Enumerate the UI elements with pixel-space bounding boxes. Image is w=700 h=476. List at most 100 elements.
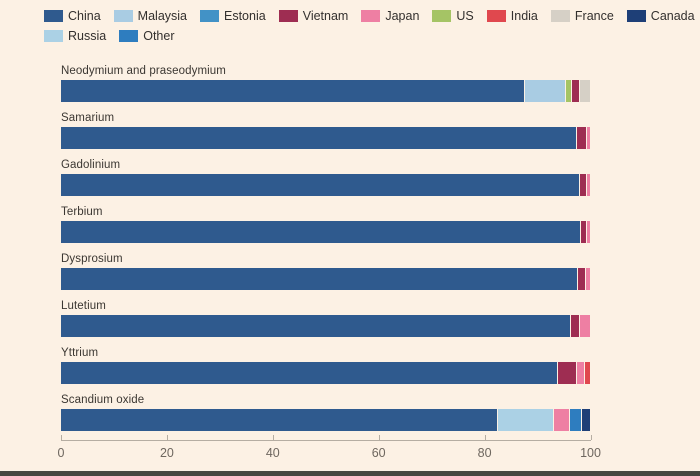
legend-item-japan: Japan (361, 9, 419, 23)
bar-segment-china (61, 221, 581, 243)
chart-legend: China Malaysia Estonia Vietnam Japan US India F… (44, 9, 695, 49)
legend-label: Canada (650, 9, 695, 23)
legend-item-malaysia: Malaysia (113, 9, 187, 23)
bar-segment-vietnam (556, 362, 576, 384)
legend-label: Russia (68, 29, 107, 43)
bar-segment-japan (579, 315, 590, 337)
legend-item-us: US (432, 9, 474, 23)
legend-label: US (456, 9, 474, 23)
bar-segment-france (578, 80, 590, 102)
legend-label: Vietnam (302, 9, 349, 23)
legend-label: France (574, 9, 614, 23)
legend-row: China Malaysia Estonia Vietnam Japan US India F… (44, 9, 695, 23)
legend-swatch-russia (44, 30, 63, 42)
bar-segment-china (61, 127, 576, 149)
bar-label: Lutetium (61, 300, 106, 312)
bar-segment-malaysia (523, 80, 566, 102)
bar-row: Yttrium (61, 347, 590, 394)
legend-swatch-us (432, 10, 452, 22)
legend-item-vietnam: Vietnam (278, 9, 349, 23)
stacked-bar (61, 221, 590, 243)
bar-segment-canada (580, 409, 590, 431)
legend-row: Russia Other (44, 29, 644, 43)
axis-tick-label: 60 (371, 446, 386, 460)
stacked-bar (61, 80, 590, 102)
stacked-bar (61, 268, 590, 290)
bar-segment-china (61, 362, 557, 384)
bar-label: Neodymium and praseodymium (61, 65, 226, 77)
axis-tick (272, 435, 274, 440)
axis-tick (484, 435, 486, 440)
bar-label: Samarium (61, 112, 115, 124)
x-axis-line (61, 440, 591, 441)
bar-segment-us (565, 80, 572, 102)
bar-segment-russia (496, 409, 553, 431)
bar-segment-japan (585, 174, 590, 196)
bottom-divider (0, 471, 700, 476)
bar-segment-vietnam (569, 315, 580, 337)
bar-segment-vietnam (580, 221, 587, 243)
bar-row: Terbium (61, 206, 590, 253)
stacked-bar (61, 362, 590, 384)
stacked-bar (61, 174, 590, 196)
bar-segment-india (584, 362, 590, 384)
bar-segment-china (61, 268, 578, 290)
stacked-bar (61, 409, 590, 431)
axis-tick-label: 100 (580, 446, 601, 460)
stacked-bar (61, 315, 590, 337)
legend-label: Estonia (224, 9, 266, 23)
bar-segment-japan (575, 362, 585, 384)
legend-swatch-china (44, 10, 63, 22)
bar-segment-china (61, 315, 570, 337)
bar-row: Dysprosium (61, 253, 590, 300)
axis-tick (378, 435, 380, 440)
bar-row: Lutetium (61, 300, 590, 347)
bar-segment-vietnam (575, 127, 586, 149)
legend-swatch-india (486, 10, 506, 22)
bar-segment-vietnam (577, 268, 586, 290)
legend-label: Japan (385, 9, 420, 23)
bar-segment-japan (552, 409, 569, 431)
axis-tick (61, 435, 62, 440)
legend-swatch-estonia (200, 10, 219, 22)
legend-item-other: Other (119, 29, 174, 43)
legend-swatch-japan (361, 10, 381, 22)
bar-segment-vietnam (578, 174, 586, 196)
legend-swatch-other (119, 30, 139, 42)
axis-tick (590, 435, 592, 440)
bar-label: Scandium oxide (61, 394, 145, 406)
bar-segment-japan (586, 221, 590, 243)
bar-row: Samarium (61, 112, 590, 159)
legend-item-france: France (550, 9, 614, 23)
legend-item-india: India (486, 9, 538, 23)
legend-label: Other (143, 29, 175, 43)
legend-swatch-vietnam (278, 10, 298, 22)
bar-segment-japan (585, 127, 590, 149)
bar-label: Gadolinium (61, 159, 121, 171)
axis-tick (166, 435, 168, 440)
legend-swatch-malaysia (113, 10, 133, 22)
stacked-bar (61, 127, 590, 149)
axis-tick-label: 20 (159, 446, 174, 460)
bar-segment-china (61, 174, 579, 196)
legend-label: India (510, 9, 538, 23)
legend-swatch-france (550, 10, 570, 22)
bar-label: Terbium (61, 206, 103, 218)
bar-label: Dysprosium (61, 253, 123, 265)
bar-segment-vietnam (571, 80, 579, 102)
bar-segment-other (568, 409, 581, 431)
legend-label: China (68, 9, 101, 23)
legend-item-estonia: Estonia (200, 9, 266, 23)
legend-swatch-canada (626, 10, 646, 22)
bar-row: Scandium oxide (61, 394, 590, 441)
legend-item-canada: Canada (626, 9, 695, 23)
bar-segment-china (61, 80, 524, 102)
bar-segment-china (61, 409, 497, 431)
bar-row: Neodymium and praseodymium (61, 65, 590, 112)
axis-tick-label: 0 (57, 446, 65, 460)
axis-tick-label: 40 (265, 446, 280, 460)
bar-row: Gadolinium (61, 159, 590, 206)
bar-segment-japan (585, 268, 590, 290)
axis-tick-label: 80 (477, 446, 492, 460)
